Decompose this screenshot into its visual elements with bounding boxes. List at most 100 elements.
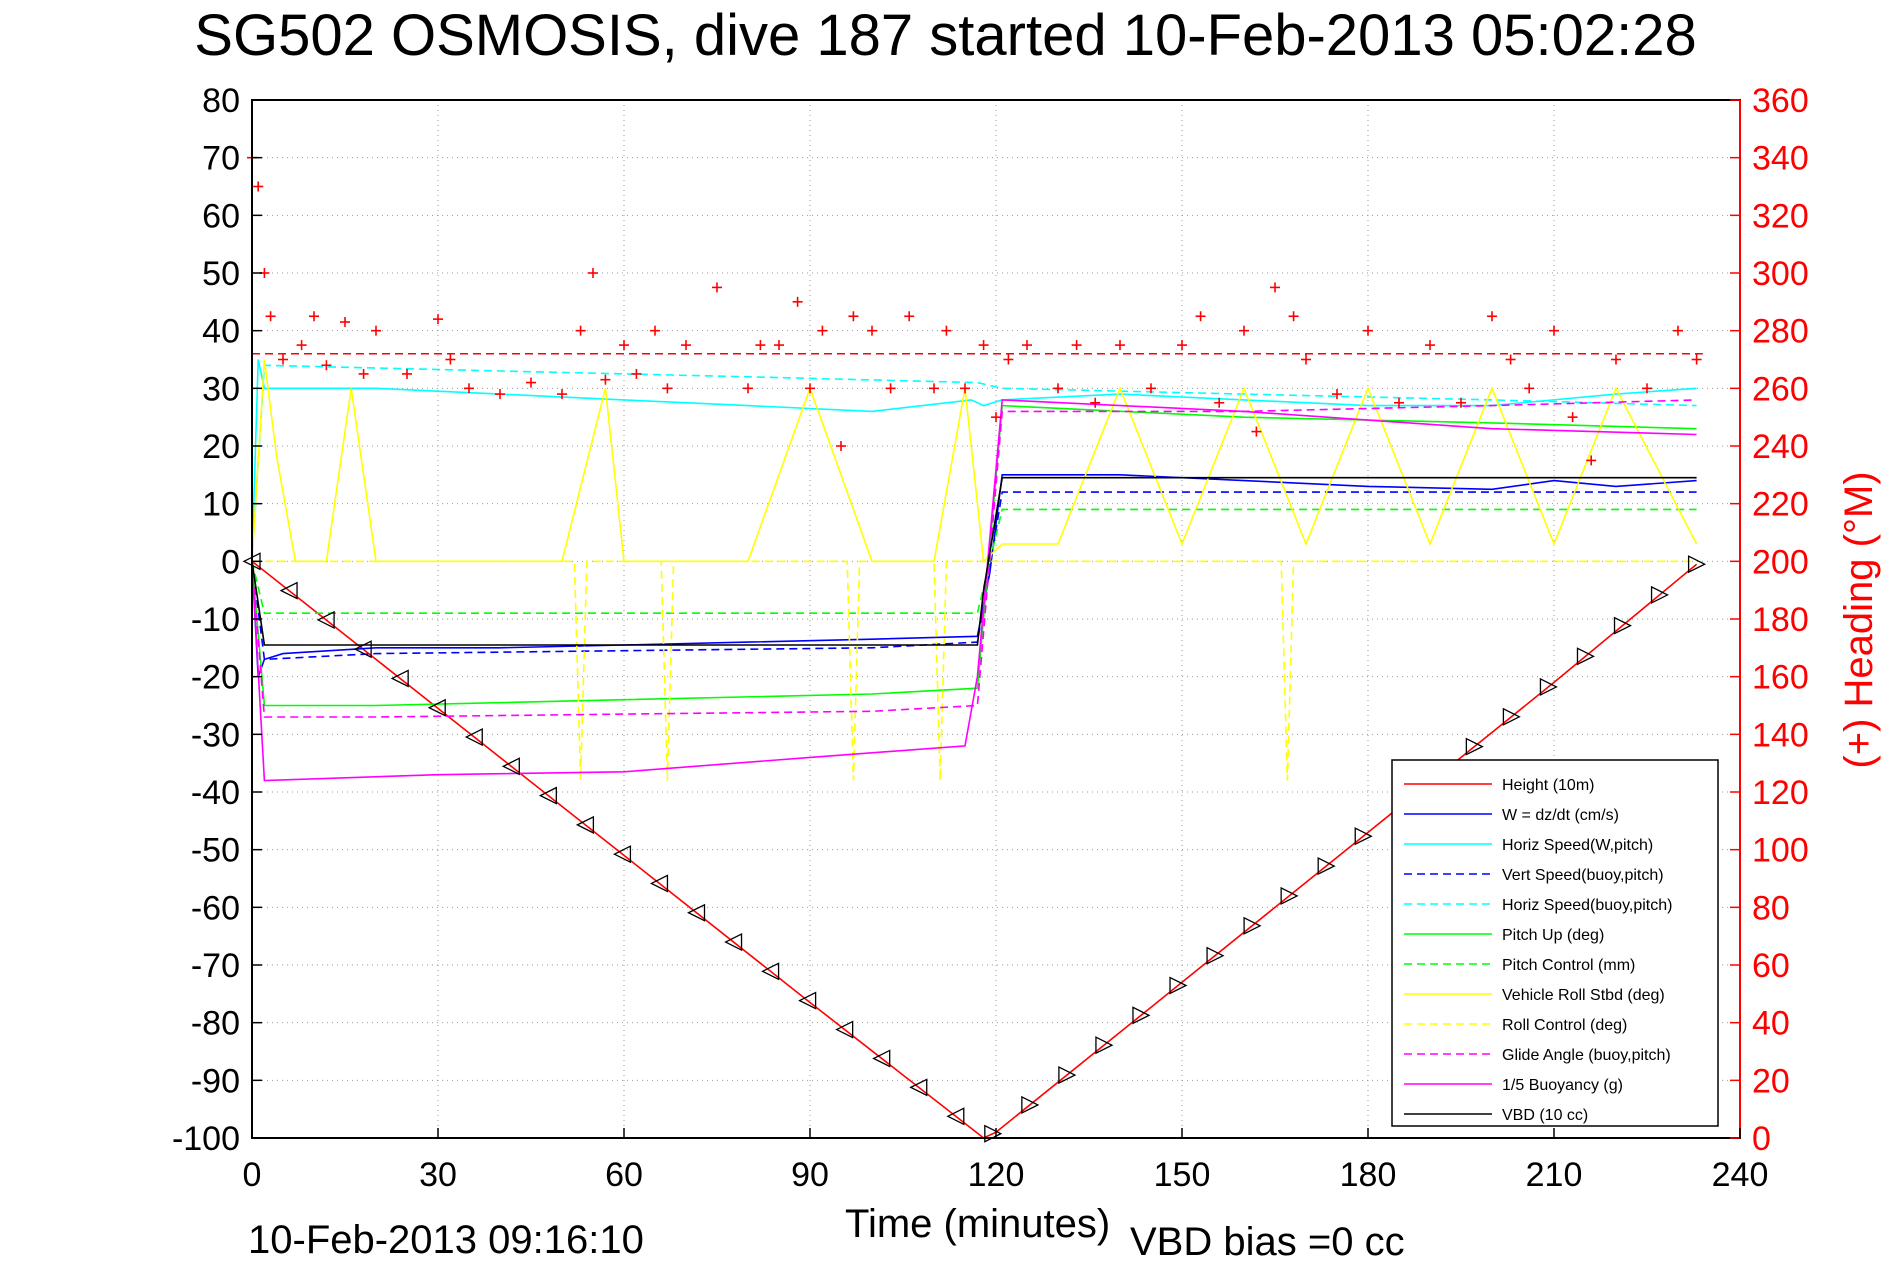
- heading-marker: [1549, 325, 1559, 336]
- left-tick-label: 20: [202, 428, 240, 466]
- heading-marker: [1288, 311, 1299, 322]
- heading-marker: [575, 325, 586, 336]
- heading-marker: [1146, 383, 1156, 394]
- right-axis-label: (+) Heading (°M): [1837, 471, 1881, 768]
- series-w-dz-dt-cm-s: [251, 473, 1697, 677]
- x-tick-label: 150: [1154, 1156, 1211, 1194]
- depth-marker-triangle: [279, 581, 298, 600]
- depth-marker-triangle: [575, 815, 595, 834]
- heading-marker: [867, 325, 877, 336]
- right-tick-label: 240: [1752, 428, 1809, 466]
- depth-marker-triangle: [1206, 946, 1225, 965]
- heading-marker: [1195, 311, 1206, 322]
- left-tick-label: 70: [202, 140, 240, 178]
- heading-marker: [848, 311, 859, 322]
- heading-marker: [340, 317, 350, 328]
- depth-marker-triangle: [501, 757, 520, 776]
- right-tick-label: 360: [1752, 82, 1809, 120]
- legend-vbd-10-cc-label: VBD (10 cc): [1502, 1107, 1588, 1124]
- heading-marker: [662, 383, 673, 394]
- heading-marker: [1214, 397, 1225, 408]
- series-pitch-up-deg: [251, 404, 1697, 707]
- heading-marker: [253, 181, 264, 192]
- heading-marker: [631, 368, 642, 379]
- depth-marker-triangle: [1354, 827, 1373, 846]
- series-horiz-speed-w-pitch: [251, 359, 1697, 562]
- left-tick-label: 10: [202, 486, 240, 524]
- left-tick-label: -20: [191, 659, 240, 697]
- depth-marker-triangle: [798, 991, 817, 1010]
- right-tick-label: 220: [1752, 486, 1809, 524]
- heading-marker: [1115, 340, 1125, 351]
- depth-marker-triangle: [649, 874, 669, 893]
- legend-horiz-speed-buoy-pitch-label: Horiz Speed(buoy,pitch): [1502, 897, 1672, 914]
- right-tick-label: 300: [1752, 255, 1809, 293]
- depth-marker-triangle: [1095, 1036, 1114, 1055]
- heading-marker: [991, 412, 1001, 423]
- right-tick-label: 160: [1752, 659, 1809, 697]
- depth-marker-triangle: [1539, 677, 1558, 696]
- series-1-5-buoyancy-g: [251, 399, 1697, 782]
- series-glide-angle-buoy-pitch: [251, 399, 1697, 718]
- heading-marker: [774, 340, 784, 351]
- x-tick-label: 210: [1526, 1156, 1583, 1194]
- depth-marker-triangle: [1280, 886, 1299, 905]
- depth-marker-triangle: [1021, 1095, 1040, 1114]
- left-tick-label: -40: [191, 774, 240, 812]
- heading-marker: [588, 268, 598, 278]
- heading-marker: [309, 311, 319, 322]
- series-height-10m: [251, 560, 1698, 1139]
- heading-marker: [836, 441, 846, 451]
- heading-marker: [1394, 397, 1404, 408]
- depth-marker-triangle: [1502, 707, 1521, 726]
- heading-marker: [619, 340, 629, 351]
- heading-marker: [296, 340, 307, 351]
- heading-marker: [557, 389, 567, 400]
- heading-marker: [885, 383, 896, 394]
- heading-marker: [1524, 383, 1535, 394]
- x-tick-label: 60: [605, 1156, 643, 1194]
- depth-marker-triangle: [1317, 857, 1336, 876]
- depth-marker-triangle: [1169, 976, 1188, 995]
- heading-marker: [1586, 455, 1597, 466]
- depth-marker-triangle: [538, 786, 557, 805]
- legend-vert-speed-buoy-pitch-label: Vert Speed(buoy,pitch): [1502, 867, 1664, 884]
- heading-marker: [941, 325, 952, 336]
- x-axis-ticks: 0 30 60 90 120 150 180 210 240: [243, 1128, 1769, 1194]
- depth-marker-triangle: [1132, 1006, 1151, 1025]
- left-tick-label: -30: [191, 716, 240, 754]
- right-tick-label: 40: [1752, 1005, 1790, 1043]
- x-tick-label: 240: [1712, 1156, 1769, 1194]
- left-tick-label: 40: [202, 313, 240, 351]
- vbd-bias-label: VBD bias =0 cc: [1130, 1220, 1405, 1264]
- x-tick-label: 90: [791, 1156, 829, 1194]
- heading-marker: [755, 340, 766, 351]
- left-axis-ticks: 80 70 60 50 40 30 20 10 0 -10 -20 -30 -40 -50 -60 -70 -8…: [172, 82, 262, 1158]
- heading-marker: [265, 311, 276, 322]
- right-tick-label: 280: [1752, 313, 1809, 351]
- right-tick-label: 100: [1752, 832, 1809, 870]
- footer-date: 10-Feb-2013 09:16:10: [248, 1218, 644, 1262]
- heading-marker: [960, 383, 970, 394]
- depth-marker-triangle: [390, 669, 409, 688]
- series-layer: [251, 359, 1698, 1139]
- depth-marker-triangle: [316, 610, 335, 629]
- heading-marker: [1363, 325, 1373, 336]
- x-tick-label: 0: [243, 1156, 262, 1194]
- heading-marker: [1642, 383, 1652, 394]
- depth-marker-triangle: [1465, 737, 1484, 756]
- heading-marker: [358, 368, 369, 379]
- right-tick-label: 20: [1752, 1062, 1790, 1100]
- x-axis-label: Time (minutes): [845, 1202, 1111, 1246]
- heading-marker: [1456, 397, 1466, 408]
- x-tick-label: 120: [968, 1156, 1025, 1194]
- depth-marker-triangle: [1613, 616, 1632, 635]
- legend-w-dz-dt-cm-s-label: W = dz/dt (cm/s): [1502, 807, 1619, 824]
- series-vbd-10-cc: [251, 476, 1697, 646]
- depth-marker-triangle: [1576, 647, 1595, 666]
- heading-marker: [1611, 354, 1621, 365]
- right-tick-label: 200: [1752, 543, 1809, 581]
- heading-marker: [1673, 325, 1683, 336]
- legend-roll-control-deg-label: Roll Control (deg): [1502, 1017, 1627, 1034]
